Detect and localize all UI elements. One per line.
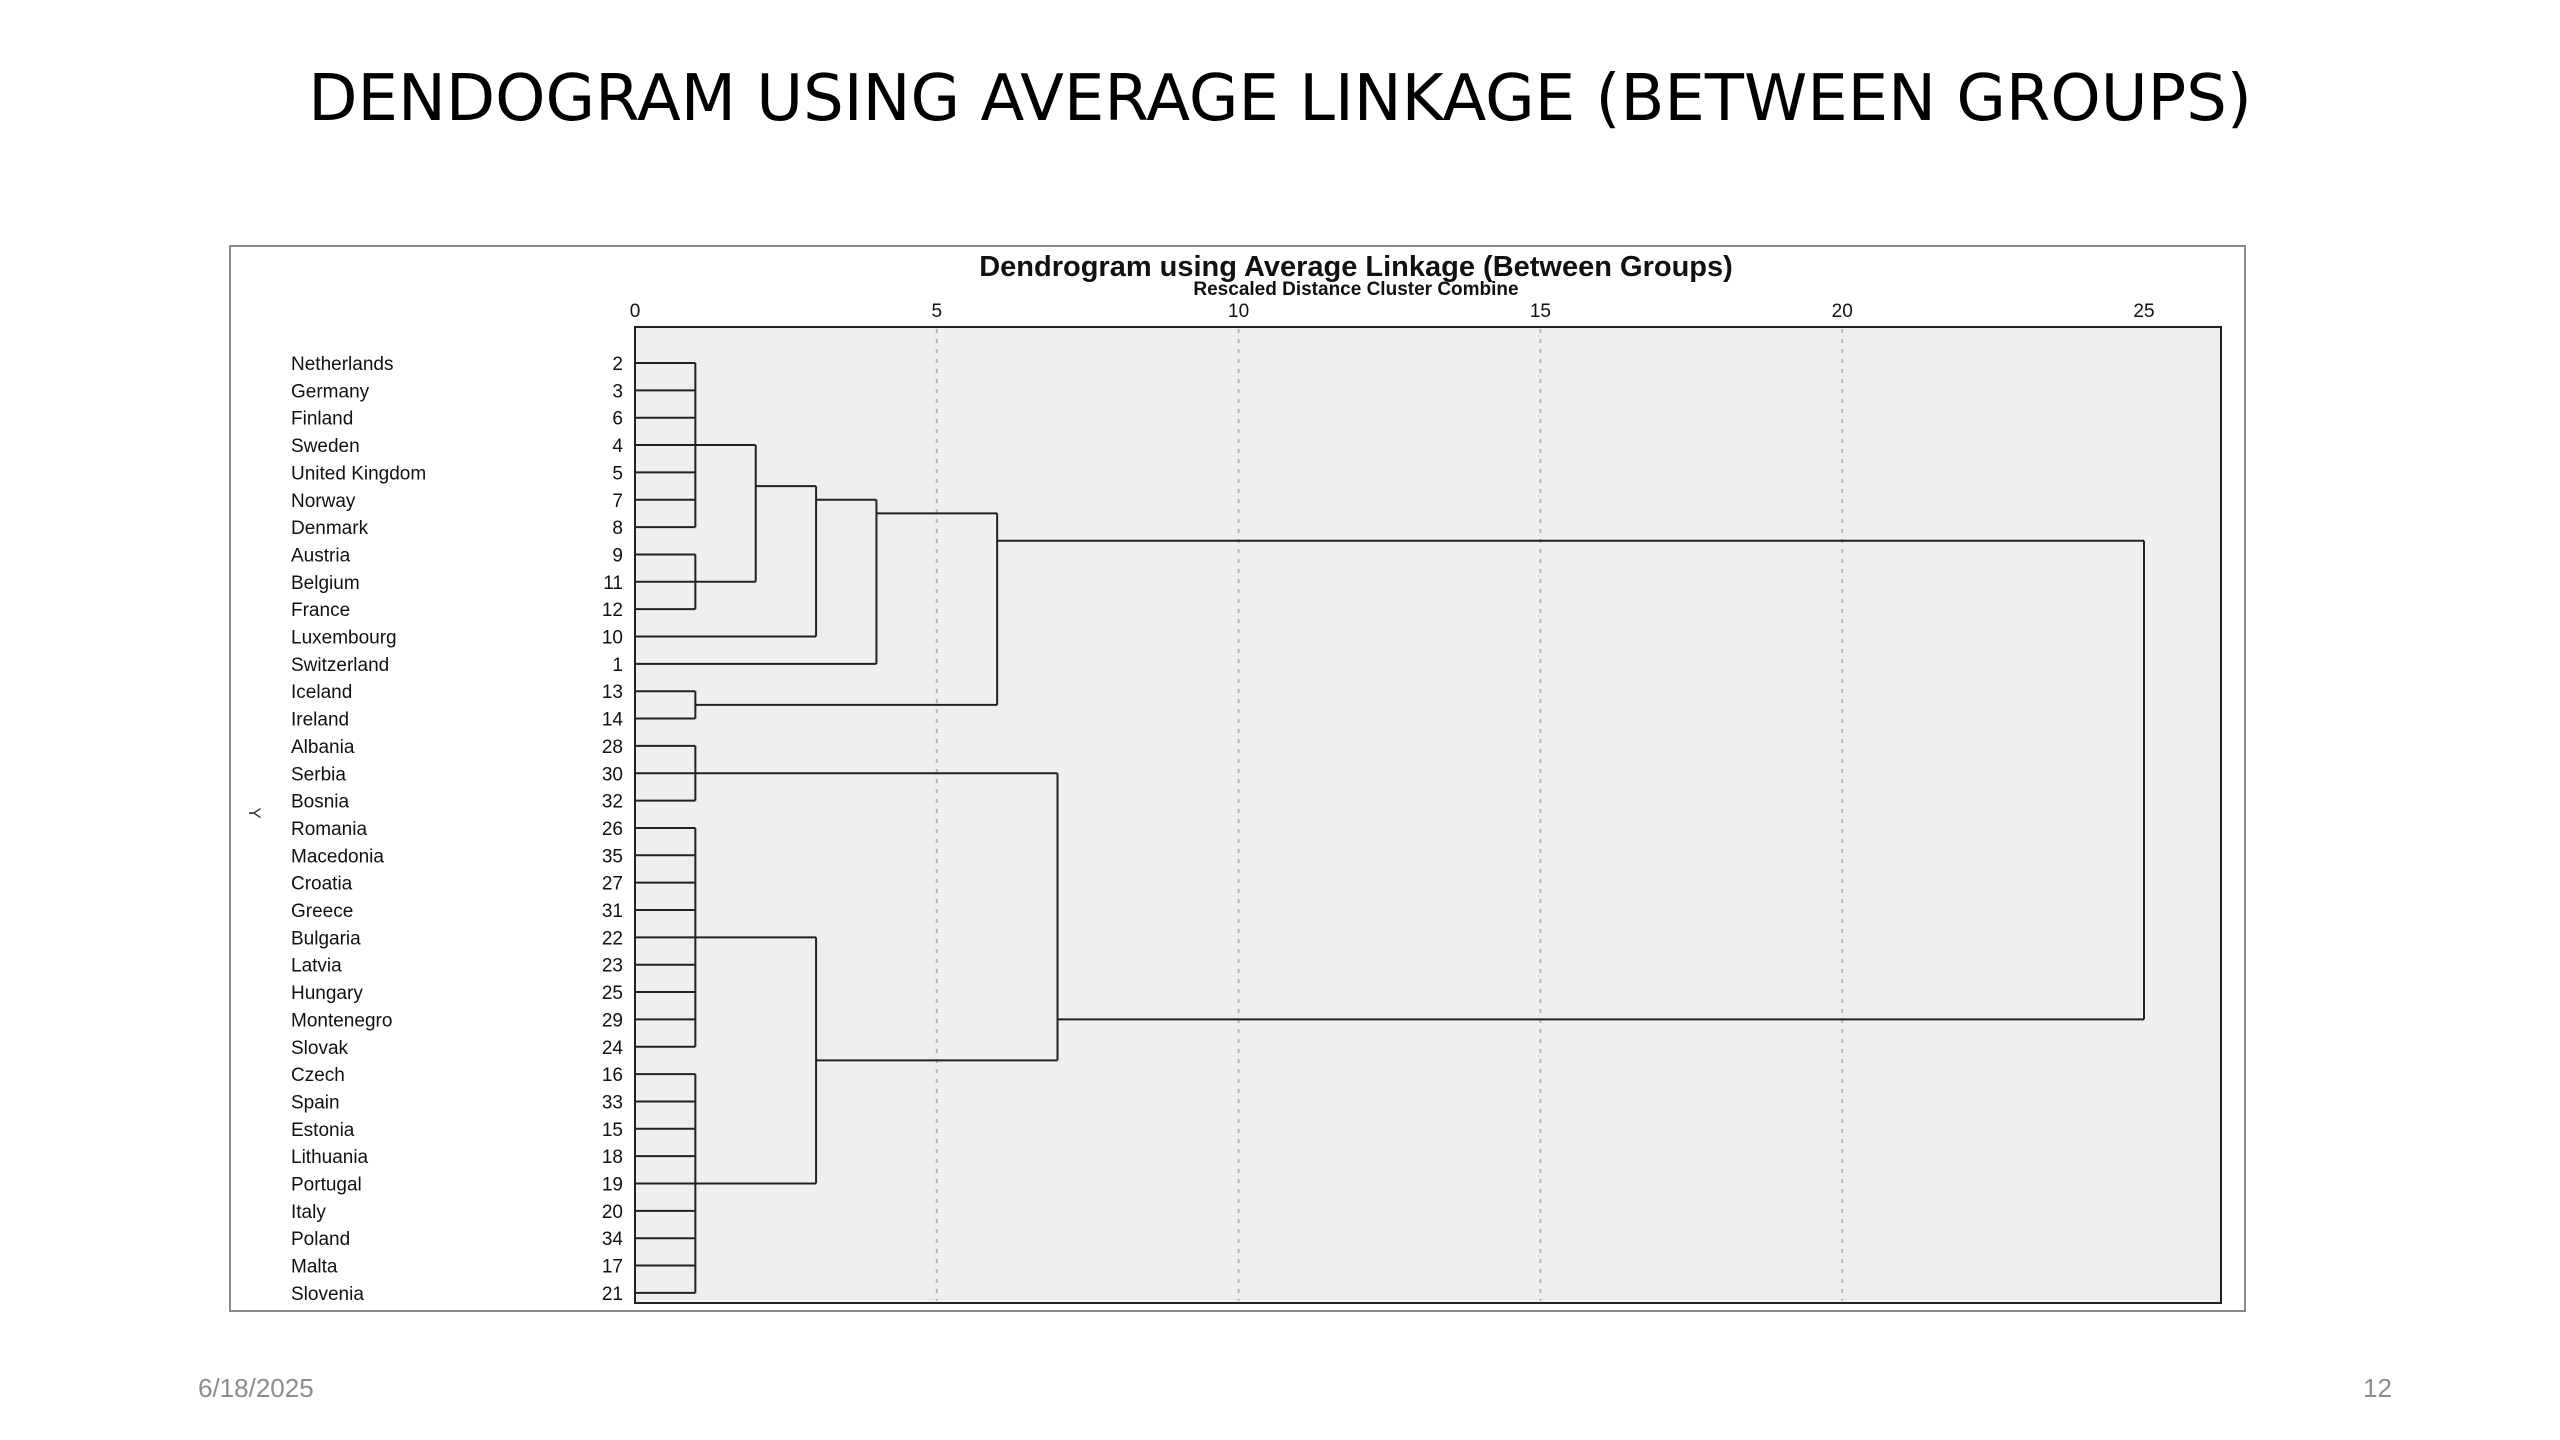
leaf-label: Serbia [291,764,346,785]
leaf-id: 32 [602,792,623,813]
leaf-id: 28 [602,737,623,758]
leaf-id: 34 [602,1229,624,1250]
leaf-label: Latvia [291,956,342,977]
chart-x-axis-label: Rescaled Distance Cluster Combine [1193,279,1518,300]
leaf-label: France [291,600,350,621]
leaf-label: Switzerland [291,655,389,676]
leaf-id: 31 [602,901,623,922]
leaf-id: 14 [602,710,624,731]
grid-lines [935,329,1844,1301]
dendrogram-chart: Dendrogram using Average Linkage (Betwee… [245,251,2222,1305]
leaf-label: Ireland [291,710,349,731]
leaf-id: 11 [603,573,623,594]
leaf-labels: Netherlands 2 Germany 3 Finland 6 Sweden 4 Unite… [291,354,623,1305]
leaf-id: 7 [612,491,623,512]
x-tick-label: 5 [932,301,943,322]
leaf-id: 23 [602,956,623,977]
leaf-label: Lithuania [291,1147,369,1168]
x-tick-label: 20 [1832,301,1853,322]
leaf-id: 24 [602,1038,624,1059]
leaf-id: 17 [602,1257,623,1278]
leaf-label: Hungary [291,983,363,1004]
leaf-id: 3 [612,381,623,402]
leaf-label: Czech [291,1065,345,1086]
leaf-id: 25 [602,983,623,1004]
leaf-id: 13 [602,682,623,703]
leaf-id: 15 [602,1120,623,1141]
leaf-label: Romania [291,819,367,840]
dendrogram-figure: Dendrogram using Average Linkage (Betwee… [229,245,2246,1312]
leaf-label: Estonia [291,1120,355,1141]
leaf-label: Bosnia [291,792,350,813]
leaf-label: Greece [291,901,353,922]
leaf-id: 20 [602,1202,623,1223]
leaf-label: Norway [291,491,356,512]
leaf-label: Montenegro [291,1010,392,1031]
leaf-label: Belgium [291,573,360,594]
leaf-id: 4 [612,436,623,457]
leaf-id: 8 [612,518,623,539]
leaf-label: Spain [291,1092,340,1113]
leaf-label: Slovak [291,1038,349,1059]
x-tick-label: 15 [1530,301,1551,322]
plot-area [634,326,2222,1304]
leaf-id: 35 [602,846,623,867]
leaf-label: Finland [291,409,353,430]
leaf-label: Italy [291,1202,326,1223]
leaf-id: 19 [602,1175,623,1196]
chart-title: Dendrogram using Average Linkage (Betwee… [979,251,1733,283]
x-tick-label: 0 [630,301,641,322]
leaf-id: 21 [602,1284,623,1305]
leaf-id: 2 [612,354,623,375]
x-axis-ticks: 0 5 10 15 20 25 [630,301,2155,322]
leaf-label: Macedonia [291,846,384,867]
leaf-id: 33 [602,1092,623,1113]
chart-side-label: Y [245,807,264,818]
leaf-id: 22 [602,928,623,949]
leaf-label: United Kingdom [291,463,426,484]
leaf-id: 9 [612,545,623,566]
leaf-id: 16 [602,1065,623,1086]
leaf-id: 29 [602,1010,623,1031]
leaf-id: 6 [612,409,623,430]
leaf-id: 18 [602,1147,623,1168]
leaf-id: 1 [612,655,623,676]
leaf-label: Germany [291,381,370,402]
slide-title: DENDOGRAM USING AVERAGE LINKAGE (BETWEEN… [308,62,2252,136]
leaf-label: Slovenia [291,1284,364,1305]
x-tick-label: 25 [2133,301,2154,322]
leaf-id: 10 [602,628,623,649]
leaf-label: Bulgaria [291,928,361,949]
leaf-label: Netherlands [291,354,393,375]
leaf-id: 27 [602,874,623,895]
leaf-label: Sweden [291,436,360,457]
leaf-id: 12 [602,600,623,621]
leaf-label: Albania [291,737,355,758]
dendrogram-branches [635,362,2145,1294]
leaf-label: Poland [291,1229,350,1250]
leaf-label: Portugal [291,1175,362,1196]
slide-page-number: 12 [2363,1373,2392,1403]
leaf-id: 5 [612,463,623,484]
leaf-label: Iceland [291,682,352,703]
leaf-label: Denmark [291,518,369,539]
slide-date: 6/18/2025 [198,1373,314,1403]
leaf-label: Austria [291,545,351,566]
leaf-label: Luxembourg [291,628,397,649]
leaf-id: 30 [602,764,623,785]
leaf-id: 26 [602,819,623,840]
leaf-label: Malta [291,1257,338,1278]
x-tick-label: 10 [1228,301,1249,322]
leaf-label: Croatia [291,874,353,895]
